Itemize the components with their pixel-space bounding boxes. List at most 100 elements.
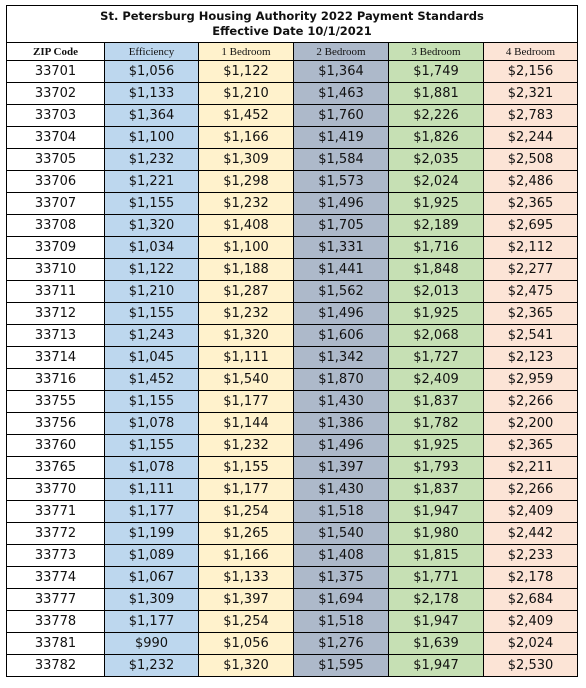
zip-code-cell: 33713 xyxy=(6,324,105,347)
bedroom-3-cell: $1,925 xyxy=(388,434,484,457)
bedroom-3-cell: $1,947 xyxy=(388,500,484,523)
bedroom-4-cell: $2,156 xyxy=(482,60,579,83)
header-row: ZIP Code Efficiency 1 Bedroom 2 Bedroom … xyxy=(6,42,579,61)
bedroom-2-cell: $1,331 xyxy=(293,236,389,259)
bedroom-2-cell: $1,584 xyxy=(293,148,389,171)
bedroom-3-cell: $1,782 xyxy=(388,412,484,435)
efficiency-cell: $1,199 xyxy=(104,522,199,545)
zip-code-cell: 33765 xyxy=(6,456,105,479)
bedroom-3-cell: $1,947 xyxy=(388,610,484,633)
bedroom-4-cell: $2,442 xyxy=(482,522,579,545)
zip-code-cell: 33701 xyxy=(6,60,105,83)
zip-code-cell: 33756 xyxy=(6,412,105,435)
bedroom-2-cell: $1,397 xyxy=(293,456,389,479)
bedroom-4-cell: $2,684 xyxy=(482,588,579,611)
bedroom-4-cell: $2,178 xyxy=(482,566,579,589)
table-row: 33756 $1,078 $1,144 $1,386 $1,782 $2,200 xyxy=(6,412,579,435)
payment-standards-table: St. Petersburg Housing Authority 2022 Pa… xyxy=(5,5,579,677)
bedroom-4-cell: $2,200 xyxy=(482,412,579,435)
efficiency-cell: $1,364 xyxy=(104,104,199,127)
bedroom-3-cell: $1,639 xyxy=(388,632,484,655)
bedroom-2-cell: $1,364 xyxy=(293,60,389,83)
zip-code-cell: 33770 xyxy=(6,478,105,501)
bedroom-3-cell: $2,013 xyxy=(388,280,484,303)
table-body: 33701 $1,056 $1,122 $1,364 $1,749 $2,156 33702… xyxy=(6,60,579,677)
bedroom-3-cell: $1,925 xyxy=(388,192,484,215)
table-row: 33771 $1,177 $1,254 $1,518 $1,947 $2,409 xyxy=(6,500,579,523)
bedroom-2-cell: $1,430 xyxy=(293,478,389,501)
bedroom-1-cell: $1,320 xyxy=(198,324,294,347)
table-row: 33765 $1,078 $1,155 $1,397 $1,793 $2,211 xyxy=(6,456,579,479)
bedroom-2-cell: $1,496 xyxy=(293,192,389,215)
bedroom-4-cell: $2,244 xyxy=(482,126,579,149)
bedroom-4-cell: $2,783 xyxy=(482,104,579,127)
efficiency-cell: $1,243 xyxy=(104,324,199,347)
zip-code-cell: 33781 xyxy=(6,632,105,655)
efficiency-cell: $1,221 xyxy=(104,170,199,193)
bedroom-2-cell: $1,694 xyxy=(293,588,389,611)
bedroom-2-cell: $1,606 xyxy=(293,324,389,347)
bedroom-3-cell: $2,226 xyxy=(388,104,484,127)
bedroom-4-cell: $2,508 xyxy=(482,148,579,171)
zip-code-cell: 33773 xyxy=(6,544,105,567)
efficiency-cell: $1,155 xyxy=(104,390,199,413)
table-row: 33710 $1,122 $1,188 $1,441 $1,848 $2,277 xyxy=(6,258,579,281)
bedroom-2-cell: $1,595 xyxy=(293,654,389,677)
table-row: 33708 $1,320 $1,408 $1,705 $2,189 $2,695 xyxy=(6,214,579,237)
bedroom-1-cell: $1,452 xyxy=(198,104,294,127)
bedroom-4-cell: $2,695 xyxy=(482,214,579,237)
efficiency-cell: $1,111 xyxy=(104,478,199,501)
bedroom-1-cell: $1,188 xyxy=(198,258,294,281)
bedroom-4-cell: $2,321 xyxy=(482,82,579,105)
bedroom-3-cell: $1,848 xyxy=(388,258,484,281)
table-row: 33782 $1,232 $1,320 $1,595 $1,947 $2,530 xyxy=(6,654,579,677)
bedroom-3-cell: $1,727 xyxy=(388,346,484,369)
zip-code-cell: 33782 xyxy=(6,654,105,677)
zip-code-cell: 33778 xyxy=(6,610,105,633)
table-row: 33706 $1,221 $1,298 $1,573 $2,024 $2,486 xyxy=(6,170,579,193)
bedroom-1-cell: $1,320 xyxy=(198,654,294,677)
efficiency-cell: $1,078 xyxy=(104,456,199,479)
bedroom-4-cell: $2,112 xyxy=(482,236,579,259)
header-efficiency: Efficiency xyxy=(104,42,199,61)
header-zip-code: ZIP Code xyxy=(6,42,105,61)
bedroom-1-cell: $1,100 xyxy=(198,236,294,259)
bedroom-3-cell: $2,189 xyxy=(388,214,484,237)
bedroom-4-cell: $2,365 xyxy=(482,192,579,215)
bedroom-3-cell: $1,716 xyxy=(388,236,484,259)
bedroom-3-cell: $1,749 xyxy=(388,60,484,83)
efficiency-cell: $1,320 xyxy=(104,214,199,237)
title-line-1: St. Petersburg Housing Authority 2022 Pa… xyxy=(100,9,484,23)
table-row: 33704 $1,100 $1,166 $1,419 $1,826 $2,244 xyxy=(6,126,579,149)
bedroom-2-cell: $1,573 xyxy=(293,170,389,193)
zip-code-cell: 33706 xyxy=(6,170,105,193)
bedroom-1-cell: $1,254 xyxy=(198,610,294,633)
zip-code-cell: 33714 xyxy=(6,346,105,369)
zip-code-cell: 33703 xyxy=(6,104,105,127)
zip-code-cell: 33774 xyxy=(6,566,105,589)
bedroom-2-cell: $1,276 xyxy=(293,632,389,655)
bedroom-3-cell: $2,178 xyxy=(388,588,484,611)
table-row: 33774 $1,067 $1,133 $1,375 $1,771 $2,178 xyxy=(6,566,579,589)
efficiency-cell: $1,056 xyxy=(104,60,199,83)
bedroom-3-cell: $1,793 xyxy=(388,456,484,479)
bedroom-4-cell: $2,024 xyxy=(482,632,579,655)
bedroom-4-cell: $2,266 xyxy=(482,390,579,413)
bedroom-3-cell: $1,881 xyxy=(388,82,484,105)
zip-code-cell: 33705 xyxy=(6,148,105,171)
efficiency-cell: $1,177 xyxy=(104,500,199,523)
table-row: 33716 $1,452 $1,540 $1,870 $2,409 $2,959 xyxy=(6,368,579,391)
bedroom-1-cell: $1,397 xyxy=(198,588,294,611)
bedroom-2-cell: $1,540 xyxy=(293,522,389,545)
bedroom-1-cell: $1,232 xyxy=(198,434,294,457)
bedroom-3-cell: $1,980 xyxy=(388,522,484,545)
header-1-bedroom: 1 Bedroom xyxy=(198,42,294,61)
header-3-bedroom: 3 Bedroom xyxy=(388,42,484,61)
bedroom-1-cell: $1,133 xyxy=(198,566,294,589)
payment-standards-sheet: St. Petersburg Housing Authority 2022 Pa… xyxy=(5,5,579,677)
table-row: 33701 $1,056 $1,122 $1,364 $1,749 $2,156 xyxy=(6,60,579,83)
efficiency-cell: $1,045 xyxy=(104,346,199,369)
bedroom-1-cell: $1,155 xyxy=(198,456,294,479)
table-row: 33773 $1,089 $1,166 $1,408 $1,815 $2,233 xyxy=(6,544,579,567)
zip-code-cell: 33702 xyxy=(6,82,105,105)
